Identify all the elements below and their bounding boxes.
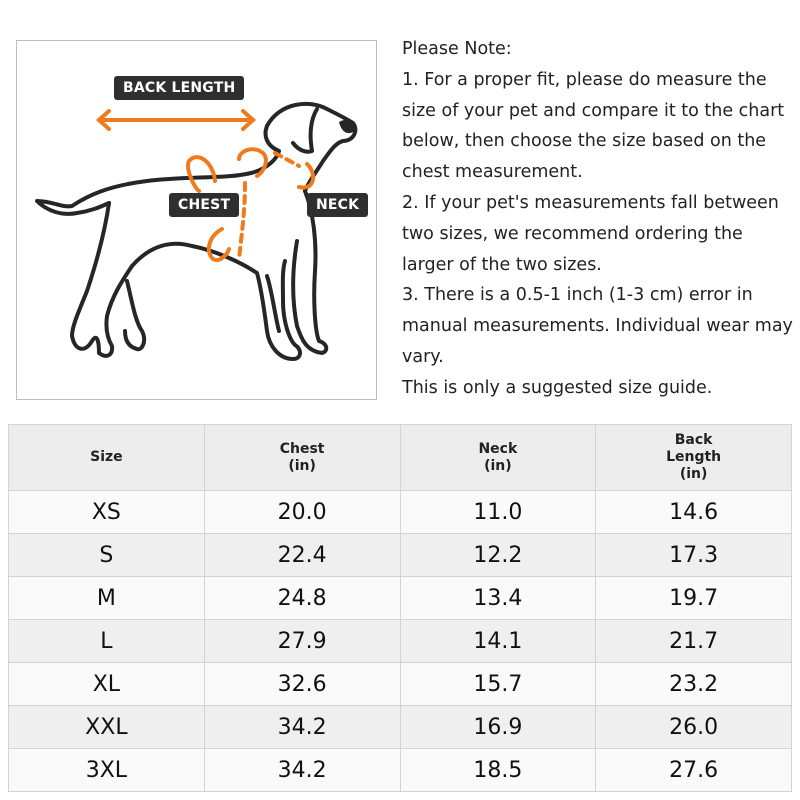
neck-cell: 13.4 <box>399 576 597 620</box>
chest-cell: 22.4 <box>203 533 401 577</box>
note-item: This is only a suggested size guide. <box>402 377 713 398</box>
dog-measurement-illustration: BACK LENGTH CHEST NECK <box>16 40 377 400</box>
chest-cell: 32.6 <box>203 662 401 706</box>
back-length-cell: 23.2 <box>595 662 792 706</box>
size-cell: M <box>8 576 205 620</box>
neck-cell: 15.7 <box>399 662 597 706</box>
table-row: 3XL 34.2 18.5 27.6 <box>8 748 792 792</box>
note-heading: Please Note: <box>402 39 512 59</box>
size-cell: L <box>8 619 205 663</box>
back-length-cell: 26.0 <box>595 705 792 749</box>
neck-cell: 16.9 <box>399 705 597 749</box>
chest-label: CHEST <box>169 193 240 217</box>
table-row: XL 32.6 15.7 23.2 <box>8 662 792 706</box>
back-length-cell: 27.6 <box>595 748 792 792</box>
table-row: S 22.4 12.2 17.3 <box>8 533 792 577</box>
size-note: Please Note: 1. For a proper fit, please… <box>402 34 797 404</box>
size-chart-table: Size Chest (in) Neck (in) Back Length (in) X… <box>8 424 792 792</box>
back-length-cell: 14.6 <box>595 490 792 534</box>
back-length-cell: 19.7 <box>595 576 792 620</box>
size-cell: XL <box>8 662 205 706</box>
chest-cell: 34.2 <box>203 705 401 749</box>
table-row: XXL 34.2 16.9 26.0 <box>8 705 792 749</box>
chest-cell: 24.8 <box>203 576 401 620</box>
note-item: 2. If your pet's measurements fall betwe… <box>402 192 779 275</box>
chest-cell: 27.9 <box>203 619 401 663</box>
header-neck: Neck (in) <box>399 424 597 491</box>
table-row: M 24.8 13.4 19.7 <box>8 576 792 620</box>
note-item: 1. For a proper fit, please do measure t… <box>402 69 785 183</box>
back-length-cell: 21.7 <box>595 619 792 663</box>
size-cell: XXL <box>8 705 205 749</box>
size-cell: S <box>8 533 205 577</box>
back-length-cell: 17.3 <box>595 533 792 577</box>
back-length-label: BACK LENGTH <box>114 76 245 100</box>
header-back-length: Back Length (in) <box>595 424 792 491</box>
table-row: L 27.9 14.1 21.7 <box>8 619 792 663</box>
chest-cell: 34.2 <box>203 748 401 792</box>
note-item: 3. There is a 0.5-1 inch (1-3 cm) error … <box>402 285 793 367</box>
header-size: Size <box>8 424 205 491</box>
chest-cell: 20.0 <box>203 490 401 534</box>
neck-cell: 11.0 <box>399 490 597 534</box>
header-chest: Chest (in) <box>203 424 401 491</box>
dog-outline-icon <box>35 101 358 361</box>
neck-cell: 12.2 <box>399 533 597 577</box>
neck-label: NECK <box>307 193 369 217</box>
table-header-row: Size Chest (in) Neck (in) Back Length (in) <box>8 424 792 491</box>
size-cell: XS <box>8 490 205 534</box>
neck-cell: 14.1 <box>399 619 597 663</box>
neck-cell: 18.5 <box>399 748 597 792</box>
size-cell: 3XL <box>8 748 205 792</box>
table-row: XS 20.0 11.0 14.6 <box>8 490 792 534</box>
